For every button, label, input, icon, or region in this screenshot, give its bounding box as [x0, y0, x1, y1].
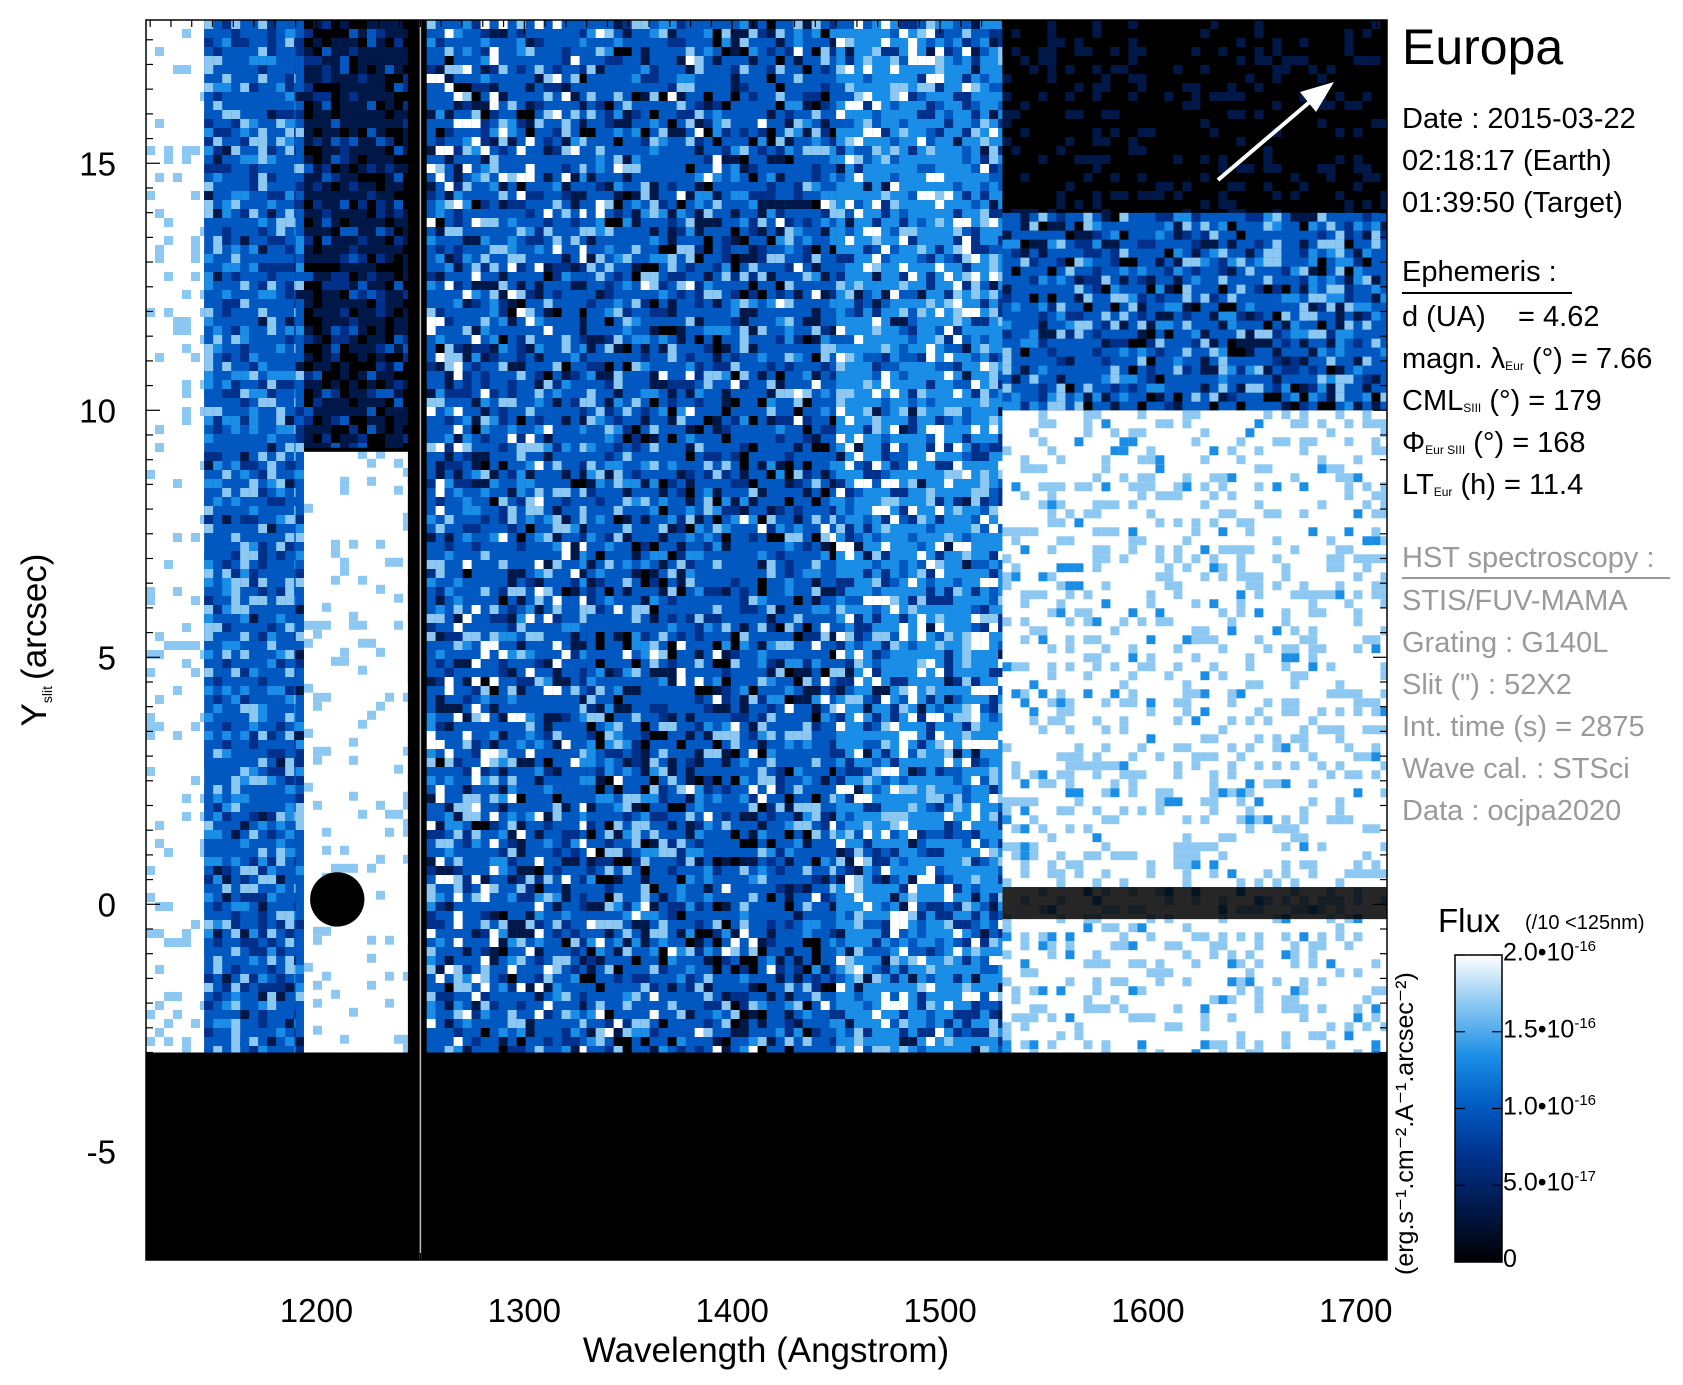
colorbar-tick-label: 1.5•10-16: [1503, 1014, 1597, 1044]
y-tick-label: 5: [98, 639, 116, 676]
magn-prefix: magn. λ: [1402, 343, 1506, 375]
colorbar-tick-label: 5.0•10-17: [1503, 1168, 1597, 1197]
colorbar-tick-label: 0: [1503, 1245, 1517, 1273]
target-time: 01:39:50 (Target): [1402, 187, 1623, 219]
distance-line: d (UA) = 4.62: [1402, 301, 1599, 334]
x-tick-label: 1400: [695, 1292, 768, 1329]
magn-value: (°) = 7.66: [1531, 343, 1653, 375]
y-axis-label-sub: slit: [39, 686, 55, 703]
image-region-0: [146, 20, 205, 1053]
hst-underline: [1402, 577, 1670, 579]
colorbar-tick-label: 1.0•10-16: [1503, 1091, 1597, 1120]
x-tick-label: 1600: [1111, 1292, 1184, 1329]
phi-prefix: Φ: [1402, 427, 1426, 459]
x-tick-label: 1500: [903, 1292, 976, 1329]
y-tick-label: 15: [79, 145, 116, 182]
x-tick-label: 1700: [1319, 1292, 1392, 1329]
local-time-line: LTEur (h) = 11.4: [1402, 469, 1583, 502]
grating: Grating : G140L: [1402, 627, 1609, 659]
hst-header: HST spectroscopy :: [1402, 542, 1655, 574]
target-name: Europa: [1402, 19, 1564, 75]
image-region-5: [426, 20, 587, 1053]
image-region-3: [303, 449, 408, 1053]
lyman-alpha-gap: [407, 20, 427, 1260]
phi-line: ΦEur SIII (°) = 168: [1402, 427, 1586, 460]
ephemeris-header: Ephemeris :: [1402, 256, 1557, 288]
europa-shadow-band: [1002, 887, 1387, 920]
colorbar-tick-label: 2.0•10-16: [1503, 938, 1597, 967]
observation-date: Date : 2015-03-22: [1402, 103, 1636, 135]
lt-prefix: LT: [1402, 469, 1434, 501]
dataset-id: Data : ocjpa2020: [1402, 795, 1622, 827]
wavelength-calibration: Wave cal. : STSci: [1402, 753, 1630, 785]
image-region-8: [1002, 410, 1387, 1053]
colorbar-note: (/10 <125nm): [1525, 912, 1645, 934]
y-tick-label: 10: [79, 392, 116, 429]
plot-frame: [145, 19, 1388, 1261]
lt-sub: Eur: [1433, 485, 1453, 499]
image-region-6: [586, 20, 837, 1053]
ephemeris-underline: [1402, 292, 1572, 294]
y-axis-label-unit: (arcsec): [15, 554, 54, 680]
y-axis-label: Yslit (arcsec): [15, 554, 55, 727]
image-region-9: [1002, 212, 1387, 411]
earth-time: 02:18:17 (Earth): [1402, 145, 1612, 177]
colorbar-ticks: [1455, 954, 1502, 1263]
colorbar-title: Flux: [1438, 902, 1501, 939]
integration-time: Int. time (s) = 2875: [1402, 711, 1645, 743]
detector-dark-line: [303, 447, 408, 452]
cml-prefix: CML: [1402, 385, 1464, 417]
cml-sub: SIII: [1463, 401, 1482, 415]
y-tick-label: 0: [98, 886, 116, 923]
y-tick-label: -5: [87, 1133, 116, 1170]
image-region-1: [204, 20, 296, 1053]
phi-sub: Eur SIII: [1425, 443, 1466, 457]
lt-value: (h) = 11.4: [1460, 469, 1584, 501]
y-axis: -5 0 5 10 15: [79, 39, 1387, 1251]
x-axis-label: Wavelength (Angstrom): [583, 1331, 949, 1370]
occulted-region: [146, 1057, 1387, 1260]
image-region-10: [1002, 20, 1387, 213]
x-tick-label: 1300: [488, 1292, 561, 1329]
x-axis: 1200 1300 1400 1500 1600 1700: [149, 20, 1393, 1329]
image-region-7: [836, 20, 1003, 1053]
arrow-up-right-icon: [1216, 82, 1334, 182]
y-axis-label-main: Y: [15, 703, 54, 726]
phi-value: (°) = 168: [1473, 427, 1586, 459]
cml-value: (°) = 179: [1489, 385, 1602, 417]
cml-line: CMLSIII (°) = 179: [1402, 385, 1602, 418]
distance-value: = 4.62: [1518, 301, 1600, 333]
x-tick-label: 1200: [280, 1292, 353, 1329]
image-region-2: [295, 20, 304, 1053]
slit: Slit (") : 52X2: [1402, 669, 1572, 701]
distance-label: d (UA): [1402, 301, 1486, 333]
colorbar-unit: (erg.s⁻¹.cm⁻².A⁻¹.arcsec⁻²): [1391, 972, 1419, 1275]
spectrogram-image: [146, 20, 1387, 1260]
image-region-4: [303, 20, 408, 450]
instrument: STIS/FUV-MAMA: [1402, 585, 1628, 617]
europa-disk: [310, 872, 365, 927]
magnetic-latitude-line: magn. λEur (°) = 7.66: [1402, 343, 1652, 376]
magn-sub: Eur: [1505, 359, 1524, 373]
spectrogram-features: [146, 20, 1387, 1260]
